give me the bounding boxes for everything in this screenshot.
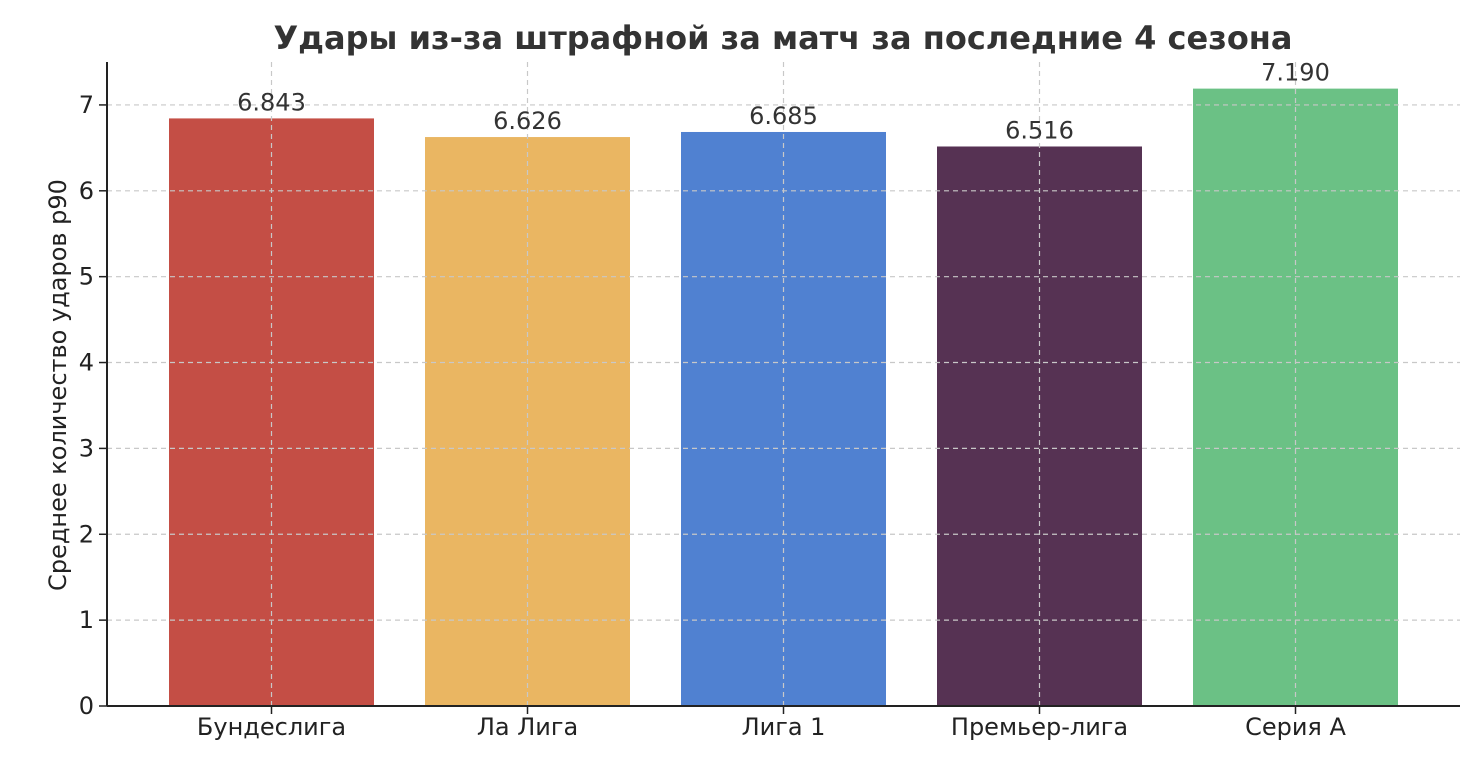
- bar-value-label: 6.685: [749, 102, 818, 130]
- x-tick-label: Серия А: [1245, 713, 1346, 741]
- bar-value-label: 6.516: [1005, 116, 1074, 144]
- x-tick-label: Ла Лига: [477, 713, 578, 741]
- y-tick-label: 1: [79, 606, 94, 634]
- bar-value-label: 6.843: [237, 88, 306, 116]
- x-tick-label: Бундеслига: [197, 713, 346, 741]
- y-axis-label: Среднее количество ударов p90: [44, 179, 72, 591]
- x-tick-label: Лига 1: [742, 713, 826, 741]
- grid-layer: [107, 62, 1460, 706]
- bar-value-label: 7.190: [1261, 59, 1330, 87]
- axes-layer: [99, 62, 1460, 714]
- y-tick-label: 0: [79, 692, 94, 720]
- bar-value-label: 6.626: [493, 107, 562, 135]
- y-tick-label: 3: [79, 434, 94, 462]
- chart-title: Удары из-за штрафной за матч за последни…: [274, 19, 1293, 57]
- y-tick-label: 4: [79, 349, 94, 377]
- x-tick-label: Премьер-лига: [951, 713, 1128, 741]
- labels-layer: 0 1 2 3 4 5 6 7 6.843 Бундеслига 6.626 Ла Лига 6.685…: [79, 59, 1347, 741]
- y-tick-label: 7: [79, 91, 94, 119]
- y-tick-label: 2: [79, 520, 94, 548]
- y-tick-label: 6: [79, 177, 94, 205]
- y-tick-label: 5: [79, 263, 94, 291]
